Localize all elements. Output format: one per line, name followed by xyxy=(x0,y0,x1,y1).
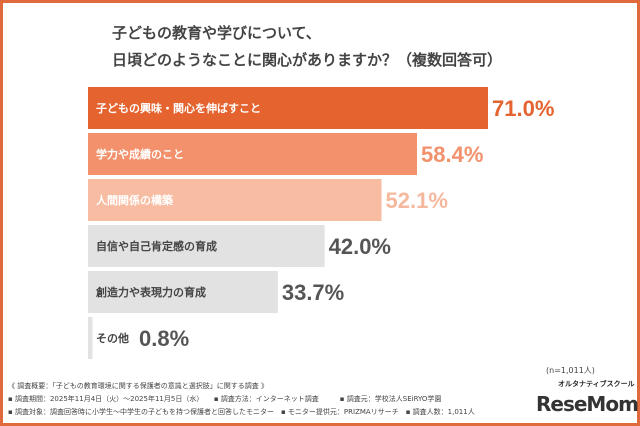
category-label: その他 xyxy=(96,331,129,345)
logo-main: ReseMom xyxy=(536,392,639,416)
value-label: 52.1% xyxy=(386,188,448,213)
bar xyxy=(88,133,418,175)
bar xyxy=(88,87,488,129)
logo: オルタナティブスクール ReseMom xyxy=(536,380,639,422)
value-label: 0.8% xyxy=(139,326,189,351)
title-line-1: 子どもの教育や学びについて、 xyxy=(112,24,321,42)
value-label: 33.7% xyxy=(282,280,344,305)
value-label: 42.0% xyxy=(329,234,391,259)
bar xyxy=(88,317,93,359)
value-label: 58.4% xyxy=(421,142,483,167)
category-label: 自信や自己肯定感の育成 xyxy=(96,239,217,253)
bar xyxy=(88,271,278,313)
value-label: 71.0% xyxy=(492,96,554,121)
logo-sub: オルタナティブスクール xyxy=(558,380,635,388)
category-label: 人間関係の構築 xyxy=(96,193,174,207)
note-period: ▪ 調査期間：2025年11月4日（火）～2025年11月5日（水） ▪ 調査方… xyxy=(8,395,442,403)
note-overview: 《 調査概要：「子どもの教育環境に関する保護者の意識と選択肢」に関する調査 》 xyxy=(8,382,268,390)
note-target: ▪ 調査対象：調査回答時に小学生～中学生の子どもを持つ保護者と回答したモニター … xyxy=(8,408,475,416)
title-line-2: 日頃どのようなことに関心がありますか？（複数回答可） xyxy=(112,51,503,69)
sample-size: (n=1,011人) xyxy=(546,366,595,375)
category-label: 創造力や表現力の育成 xyxy=(95,285,206,299)
chart-title: 子どもの教育や学びについて、 日頃どのようなことに関心がありますか？（複数回答可… xyxy=(112,20,502,74)
bar xyxy=(88,179,382,221)
bar xyxy=(88,225,325,267)
category-label: 子どもの興味・関心を伸ばすこと xyxy=(96,101,261,115)
category-label: 学力や成績のこと xyxy=(96,147,184,161)
